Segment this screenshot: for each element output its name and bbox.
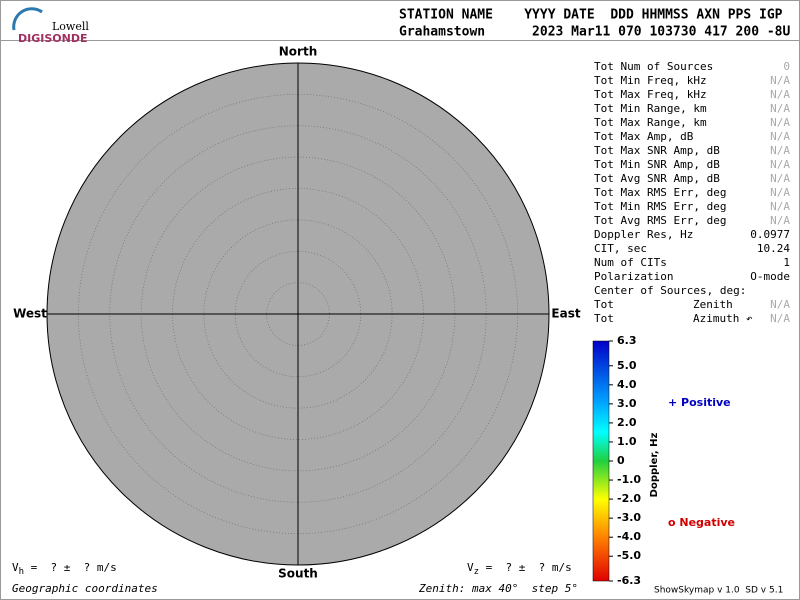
colorbar-tick-label: -2.0 (617, 492, 641, 505)
colorbar-tick-label: 5.0 (617, 359, 637, 372)
zenith-note: Zenith: max 40° step 5° (418, 582, 578, 595)
colorbar-tick-label: 1.0 (617, 435, 637, 448)
stat-label: Polarization (594, 270, 673, 283)
header-columns: STATION NAME YYYY DATE DDD HHMMSS AXN PP… (399, 8, 783, 23)
logo-arc (12, 7, 43, 31)
legend-negative: o Negative (668, 516, 735, 529)
stat-value: 0.0977 (750, 228, 790, 241)
center-value: N/A (770, 298, 790, 311)
stat-label: CIT, sec (594, 242, 647, 255)
stat-value: N/A (770, 214, 790, 227)
stat-label: Tot Max SNR Amp, dB (594, 144, 720, 157)
west-label: West (13, 307, 47, 321)
stat-value: N/A (770, 74, 790, 87)
stat-value: N/A (770, 186, 790, 199)
center-value: N/A (770, 312, 790, 325)
colorbar-tick-label: -5.0 (617, 549, 641, 562)
colorbar (592, 340, 610, 582)
center-title: Center of Sources, deg: (594, 284, 746, 297)
vz-symbol: V (467, 561, 474, 574)
vz-text: = ? ± ? m/s (479, 561, 572, 574)
stat-label: Tot Min RMS Err, deg (594, 200, 726, 213)
colorbar-tick-label: 2.0 (617, 416, 637, 429)
center-name: Azimuth ↶ (693, 312, 753, 325)
logo-bottom: DIGISONDE (18, 32, 87, 45)
north-label: North (279, 45, 317, 59)
coords-note: Geographic coordinates (12, 582, 158, 595)
stat-label: Doppler Res, Hz (594, 228, 693, 241)
center-label: Tot (594, 312, 614, 325)
stat-value: N/A (770, 88, 790, 101)
colorbar-label: Doppler, Hz (649, 433, 660, 498)
stat-label: Tot Max RMS Err, deg (594, 186, 726, 199)
stat-label: Tot Min Freq, kHz (594, 74, 707, 87)
stat-value: 10.24 (757, 242, 790, 255)
colorbar-tick-label: 0 (617, 454, 625, 467)
colorbar-tick-label: 6.3 (617, 334, 637, 347)
stat-label: Tot Min SNR Amp, dB (594, 158, 720, 171)
stat-value: N/A (770, 144, 790, 157)
stat-value: N/A (770, 102, 790, 115)
vz: Vz = ? ± ? m/s (467, 561, 572, 577)
stat-value: 1 (783, 256, 790, 269)
colorbar-tick-label: -3.0 (617, 511, 641, 524)
stat-label: Tot Max Range, km (594, 116, 707, 129)
colorbar-tick-label: -6.3 (617, 574, 641, 587)
stat-label: Num of CITs (594, 256, 667, 269)
stat-label: Tot Avg SNR Amp, dB (594, 172, 720, 185)
stat-value: N/A (770, 158, 790, 171)
stat-label: Tot Max Freq, kHz (594, 88, 707, 101)
logo-top: Lowell (52, 20, 89, 33)
stat-value: O-mode (750, 270, 790, 283)
legend-positive: + Positive (668, 396, 731, 409)
stat-value: 0 (783, 60, 790, 73)
header-values: Grahamstown 2023 Mar11 070 103730 417 20… (399, 25, 791, 40)
center-label: Tot (594, 298, 614, 311)
version: ShowSkymap v 1.0 SD v 5.1 (654, 586, 783, 596)
east-label: East (551, 307, 580, 321)
center-name: Zenith (693, 298, 733, 311)
colorbar-tick-label: -4.0 (617, 530, 641, 543)
stat-label: Tot Num of Sources (594, 60, 713, 73)
south-label: South (278, 567, 318, 581)
stat-label: Tot Avg RMS Err, deg (594, 214, 726, 227)
stat-value: N/A (770, 116, 790, 129)
vh-text: = ? ± ? m/s (24, 561, 117, 574)
colorbar-tick-label: -1.0 (617, 473, 641, 486)
vz-sub: z (474, 567, 479, 577)
stat-value: N/A (770, 172, 790, 185)
stat-value: N/A (770, 200, 790, 213)
vh-sub: h (19, 567, 24, 577)
vh: Vh = ? ± ? m/s (12, 561, 117, 577)
stat-value: N/A (770, 130, 790, 143)
colorbar-tick-label: 4.0 (617, 378, 637, 391)
vh-symbol: V (12, 561, 19, 574)
colorbar-tick-label: 3.0 (617, 397, 637, 410)
stat-label: Tot Max Amp, dB (594, 130, 694, 143)
stat-label: Tot Min Range, km (594, 102, 707, 115)
